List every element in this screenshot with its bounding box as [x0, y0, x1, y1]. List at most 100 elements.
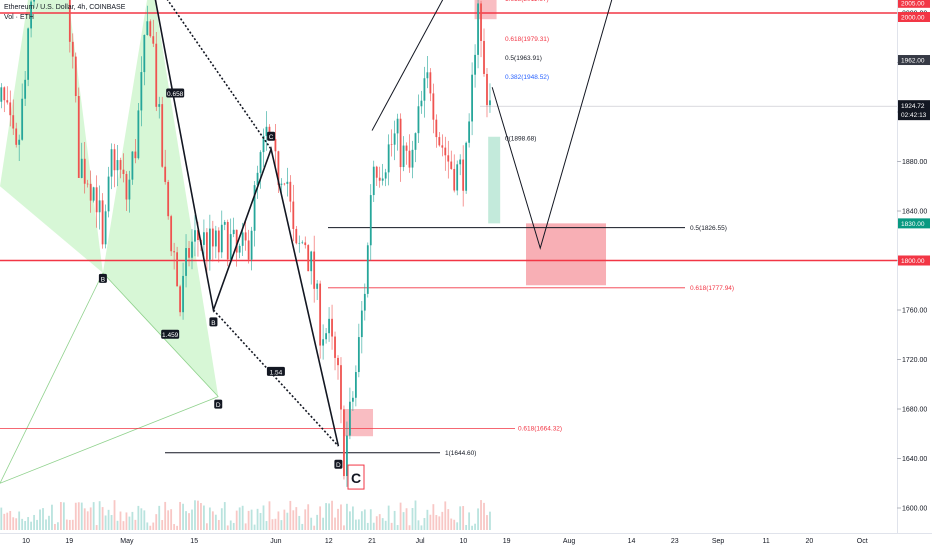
candle-body — [218, 231, 220, 253]
candle-body — [123, 170, 125, 174]
candle-body — [415, 133, 417, 150]
volume-bar — [114, 500, 116, 530]
volume-bar — [432, 504, 434, 530]
volume-bar — [370, 509, 372, 530]
volume-bar — [489, 512, 491, 530]
volume-bar — [364, 509, 366, 530]
y-tick-label: 1880.00 — [902, 159, 927, 166]
current-price-countdown: 02:42:13 — [901, 112, 927, 119]
volume-bar — [170, 509, 172, 530]
volume-bar — [21, 519, 23, 530]
symbol-title: Ethereum / U.S. Dollar, 4h, COINBASE — [4, 4, 125, 11]
zone-teal — [488, 137, 500, 224]
candle-body — [391, 144, 393, 145]
candle-body — [134, 152, 136, 159]
candle-body — [6, 100, 8, 102]
volume-bar — [18, 512, 20, 530]
current-price-value: 1924.72 — [901, 103, 925, 110]
volume-bar — [236, 511, 238, 530]
candle-body — [114, 149, 116, 170]
volume-bar — [382, 518, 384, 530]
volume-bar — [283, 510, 285, 530]
candle-body — [477, 3, 479, 54]
x-tick-label: 11 — [762, 538, 769, 545]
candle-body — [310, 252, 312, 272]
volume-bar — [275, 519, 277, 530]
volume-bar — [242, 506, 244, 530]
candle-body — [105, 211, 107, 244]
candle-body — [465, 143, 467, 191]
volume-bar — [203, 506, 205, 530]
volume-bar — [120, 512, 122, 530]
candle-body — [382, 179, 384, 181]
candle-body — [230, 234, 232, 259]
volume-bars — [0, 500, 491, 530]
x-tick-label: 19 — [65, 538, 73, 545]
volume-bar — [295, 507, 297, 530]
volume-bar — [346, 504, 348, 530]
candle-body — [248, 240, 250, 259]
volume-bar — [286, 513, 288, 530]
volume-bar — [132, 512, 134, 530]
volume-bar — [289, 501, 291, 530]
wave-c-label: C — [351, 470, 361, 486]
candle-body — [280, 184, 282, 185]
level-label: 0.5(1963.91) — [505, 55, 542, 62]
harmonic-xd — [0, 397, 218, 484]
candle-body — [108, 177, 110, 212]
candle-body — [340, 365, 342, 409]
candle-body — [275, 139, 277, 151]
volume-bar — [84, 508, 86, 530]
volume-bar — [69, 520, 71, 530]
volume-bar — [251, 510, 253, 530]
candle-body — [373, 167, 375, 195]
volume-bar — [185, 511, 187, 530]
volume-bar — [471, 526, 473, 530]
volume-bar — [182, 504, 184, 530]
ratio-1459: 1.459 — [162, 332, 179, 339]
candle-body — [90, 184, 92, 201]
volume-bar — [325, 503, 327, 530]
volume-bar — [60, 502, 62, 530]
volume-bar — [337, 509, 339, 530]
volume-bar — [280, 520, 282, 530]
candle-body — [409, 151, 411, 168]
candle-body — [215, 231, 217, 247]
volume-bar — [218, 520, 220, 530]
volume-bar — [429, 515, 431, 530]
volume-bar — [9, 511, 11, 530]
price-axis-tags: 2005.002000.001962.001830.001800.001924.… — [898, 0, 930, 266]
candle-body — [292, 202, 294, 229]
volume-bar — [307, 504, 309, 530]
candle-body — [188, 248, 190, 258]
candle-body — [385, 172, 387, 178]
time-axis[interactable]: 10 19 May 15 Jun 12 21 Jul 10 19 Aug 14 23 Sep 11 20 Oct — [22, 538, 868, 545]
candle-body — [209, 229, 211, 260]
candle-body — [155, 44, 157, 107]
candle-body — [483, 41, 485, 74]
candle-body — [251, 231, 253, 260]
candle-body — [24, 80, 26, 99]
volume-bar — [30, 522, 32, 530]
candle-body — [453, 169, 455, 191]
ratio-154: 1.54 — [270, 369, 283, 376]
volume-bar — [450, 519, 452, 530]
target-zones — [343, 0, 746, 436]
volume-bar — [27, 517, 29, 530]
volume-bar — [93, 502, 95, 530]
candle-body — [424, 78, 426, 100]
candle-body — [18, 140, 20, 145]
volume-bar — [179, 502, 181, 530]
volume-bar — [191, 510, 193, 530]
volume-bar — [400, 503, 402, 530]
volume-bar — [257, 509, 259, 530]
volume-bar — [319, 506, 321, 530]
candle-body — [170, 216, 172, 251]
x-tick-label: 10 — [459, 538, 467, 545]
zone-june — [343, 409, 373, 436]
volume-bar — [248, 511, 250, 530]
candle-body — [352, 398, 354, 402]
axis-tag-value: 1830.00 — [901, 221, 925, 228]
ratio-0658: 0.658 — [167, 91, 184, 98]
